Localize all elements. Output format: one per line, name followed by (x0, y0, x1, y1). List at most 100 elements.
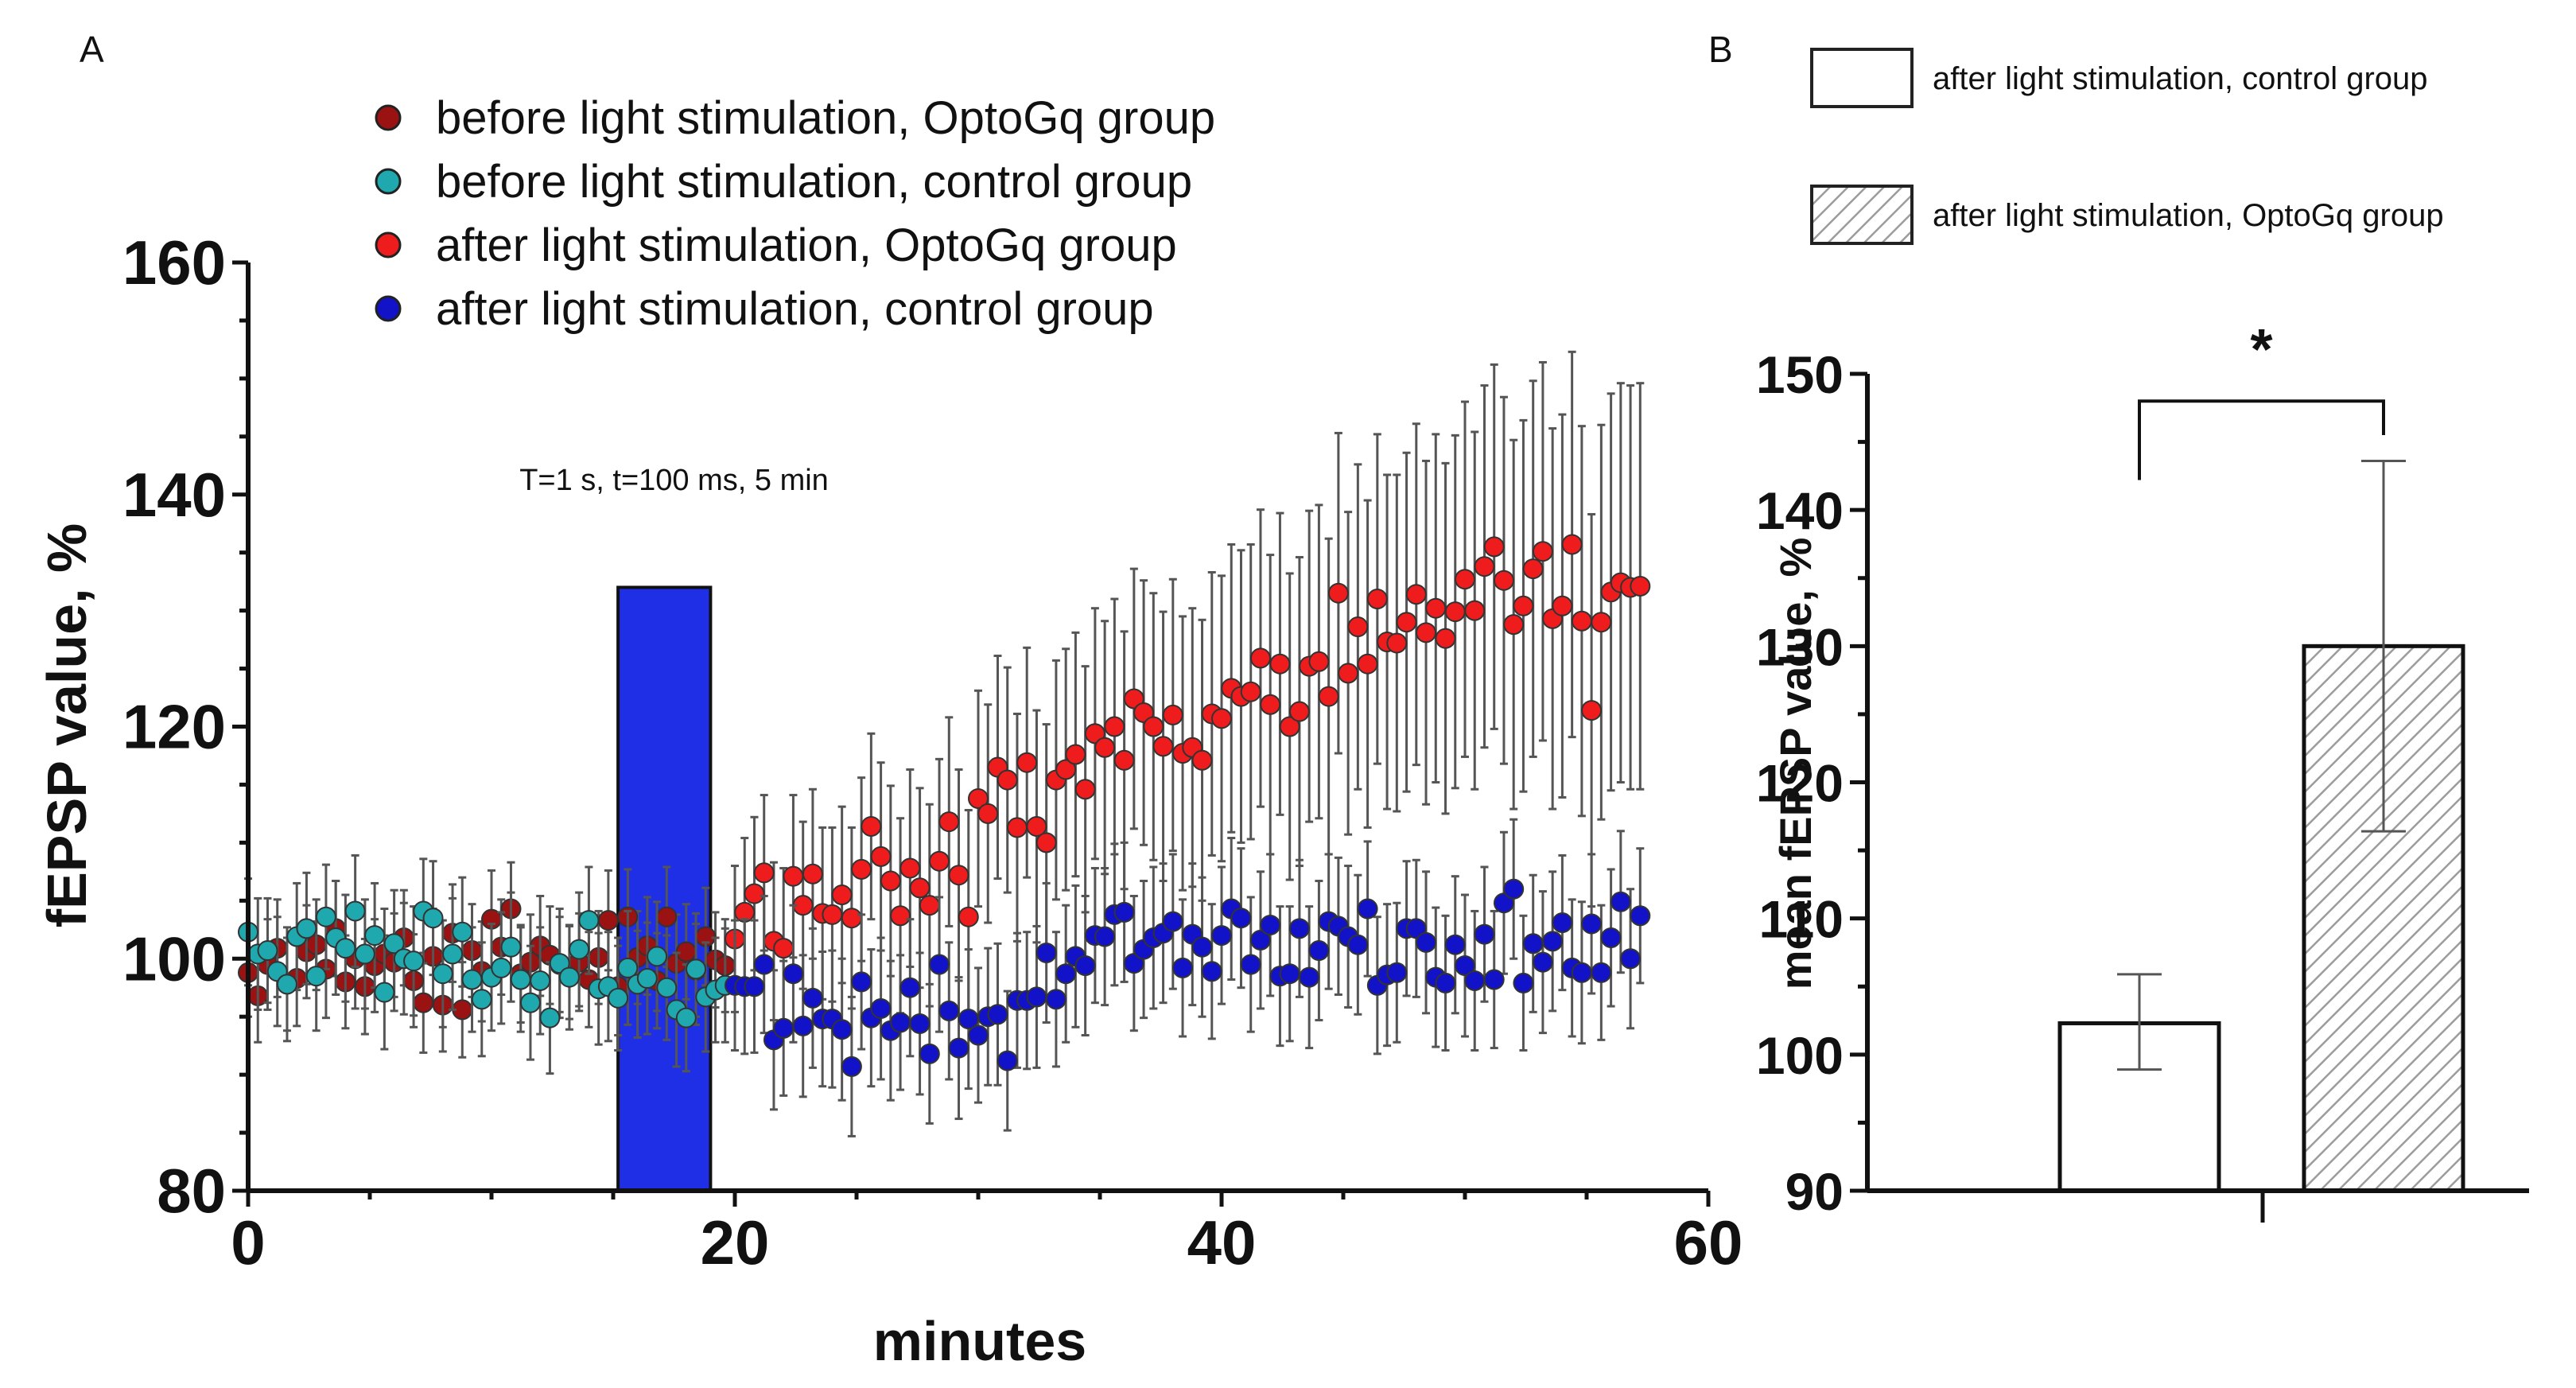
data-point (307, 966, 326, 986)
data-point (1270, 655, 1289, 674)
stimulation-bar (618, 587, 710, 1191)
data-point (900, 858, 919, 877)
data-point (1203, 962, 1222, 981)
data-point (1115, 751, 1134, 770)
data-point (346, 901, 365, 920)
data-point (375, 983, 394, 1002)
data-point (1436, 974, 1455, 993)
data-point (978, 804, 997, 823)
x-tick-label: 20 (701, 1207, 770, 1277)
data-point (1513, 974, 1533, 993)
data-point (881, 872, 900, 891)
data-point (1241, 955, 1261, 974)
data-point (356, 944, 375, 963)
data-point (657, 978, 676, 997)
data-point (1319, 687, 1339, 706)
data-point (453, 923, 472, 942)
data-point (861, 817, 880, 836)
data-point (1630, 906, 1649, 925)
data-point (842, 1057, 861, 1076)
data-point (920, 896, 939, 915)
data-point (1543, 931, 1562, 951)
data-point (1290, 702, 1309, 721)
data-point (1047, 989, 1066, 1009)
data-point (744, 977, 763, 996)
data-point (1358, 900, 1377, 919)
legend-label-1: before light stimulation, control group (436, 156, 1192, 208)
legend-b-label-1: after light stimulation, OptoGq group (1933, 198, 2444, 233)
data-point (1037, 943, 1056, 962)
data-point (258, 941, 277, 960)
data-point (599, 911, 618, 930)
data-point (1309, 941, 1328, 960)
data-point (1076, 780, 1095, 799)
y-tick-label: 140 (122, 460, 226, 530)
data-point (939, 1001, 958, 1021)
data-point (1426, 599, 1445, 618)
data-point (1290, 919, 1309, 938)
legend-swatch-1 (1812, 186, 1912, 243)
data-point (988, 1005, 1007, 1024)
data-point (1474, 557, 1494, 576)
data-point (1231, 908, 1250, 927)
data-point (1144, 717, 1163, 737)
x-tick-label: 40 (1187, 1207, 1257, 1277)
x-tick-label: 60 (1674, 1207, 1743, 1277)
panel-a-label: A (80, 29, 104, 70)
data-point (1602, 928, 1621, 947)
data-point (1387, 963, 1406, 982)
data-point (744, 885, 763, 904)
legend-label-2: after light stimulation, OptoGq group (436, 220, 1177, 271)
data-point (530, 971, 550, 990)
data-point (1533, 542, 1552, 561)
data-point (1261, 695, 1280, 714)
data-point (1397, 612, 1416, 632)
data-point (755, 955, 774, 974)
data-point (920, 1044, 939, 1063)
b-y-tick-label: 90 (1785, 1162, 1844, 1221)
data-point (833, 1020, 852, 1039)
data-point (278, 974, 297, 993)
data-point (842, 908, 861, 927)
data-point (1056, 964, 1075, 983)
data-point (521, 993, 540, 1013)
data-point (365, 926, 384, 945)
data-point (501, 938, 520, 957)
panel-a-x-axis-title: minutes (873, 1310, 1086, 1372)
data-point (900, 978, 919, 997)
data-point (911, 1014, 930, 1033)
panel-a-y-axis-title: fEPSP value, % (36, 523, 98, 927)
y-tick-label: 120 (122, 692, 226, 762)
data-point (1339, 663, 1358, 682)
data-point (998, 1052, 1017, 1071)
legend-marker-1 (376, 169, 400, 193)
data-point (1485, 537, 1504, 556)
b-y-tick-label: 100 (1756, 1026, 1844, 1085)
legend-marker-0 (376, 106, 400, 130)
data-point (1504, 880, 1523, 899)
data-point (1212, 926, 1231, 945)
legend-label-0: before light stimulation, OptoGq group (436, 92, 1215, 144)
data-point (911, 878, 930, 897)
data-point (336, 939, 355, 958)
data-point (1348, 935, 1367, 954)
data-point (1436, 629, 1455, 648)
data-point (1446, 602, 1465, 621)
data-point (1407, 585, 1426, 604)
data-point (1251, 648, 1270, 667)
data-point (1358, 655, 1377, 674)
data-point (1164, 706, 1183, 725)
data-point (1027, 987, 1046, 1006)
data-point (872, 999, 891, 1018)
data-point (1212, 709, 1231, 728)
data-point (317, 908, 336, 927)
data-point (1076, 956, 1095, 975)
data-point (1474, 925, 1494, 944)
stimulation-annotation: T=1 s, t=100 ms, 5 min (519, 464, 829, 497)
data-point (1621, 949, 1640, 968)
data-point (443, 944, 462, 963)
data-point (833, 885, 852, 904)
data-point (1105, 717, 1124, 737)
data-point (1513, 597, 1533, 616)
data-point (1368, 589, 1387, 608)
